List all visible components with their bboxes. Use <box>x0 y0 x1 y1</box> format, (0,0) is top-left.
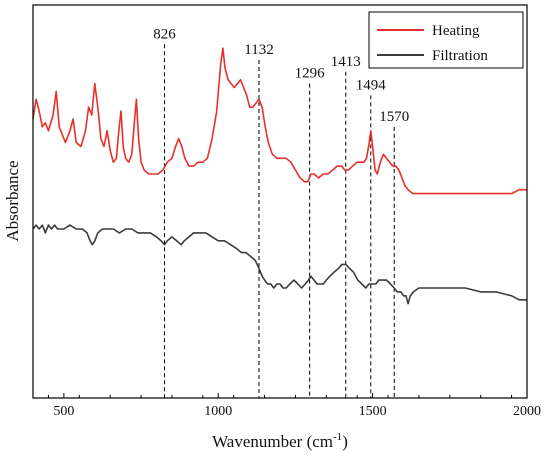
x-axis-tick-labels: 500 1000 1500 2000 <box>53 404 541 419</box>
annotation-label-826: 826 <box>153 26 176 42</box>
x-axis-title-main: Wavenumber (cm <box>212 432 333 451</box>
x-axis-title: Wavenumber (cm-1) <box>212 431 348 451</box>
annotation-label-1570: 1570 <box>379 109 409 125</box>
series-line-heating <box>32 47 527 195</box>
x-axis-ticks <box>47 393 528 398</box>
annotation-label-1132: 1132 <box>244 42 273 58</box>
x-tick-label-1500: 1500 <box>359 404 387 419</box>
x-tick-label-1000: 1000 <box>204 404 232 419</box>
series-layer <box>32 47 527 305</box>
x-tick-label-500: 500 <box>53 404 74 419</box>
legend-box <box>368 11 524 69</box>
legend-label-heating: Heating <box>432 23 480 39</box>
series-line-filtration <box>32 224 527 305</box>
legend-label-filtration: Filtration <box>432 48 488 64</box>
legend: Heating Filtration <box>368 11 524 69</box>
plot-frame <box>32 4 528 399</box>
annotation-label-1413: 1413 <box>331 54 361 70</box>
x-axis-title-end: ) <box>342 432 348 451</box>
peak-annotations: 826 1132 1296 1413 1494 1570 <box>153 26 409 398</box>
x-tick-label-2000: 2000 <box>513 404 541 419</box>
annotation-label-1296: 1296 <box>295 66 326 82</box>
y-axis-title: Absorbance <box>3 160 22 241</box>
annotation-label-1494: 1494 <box>356 77 387 93</box>
x-axis-title-sup: -1 <box>333 431 342 443</box>
